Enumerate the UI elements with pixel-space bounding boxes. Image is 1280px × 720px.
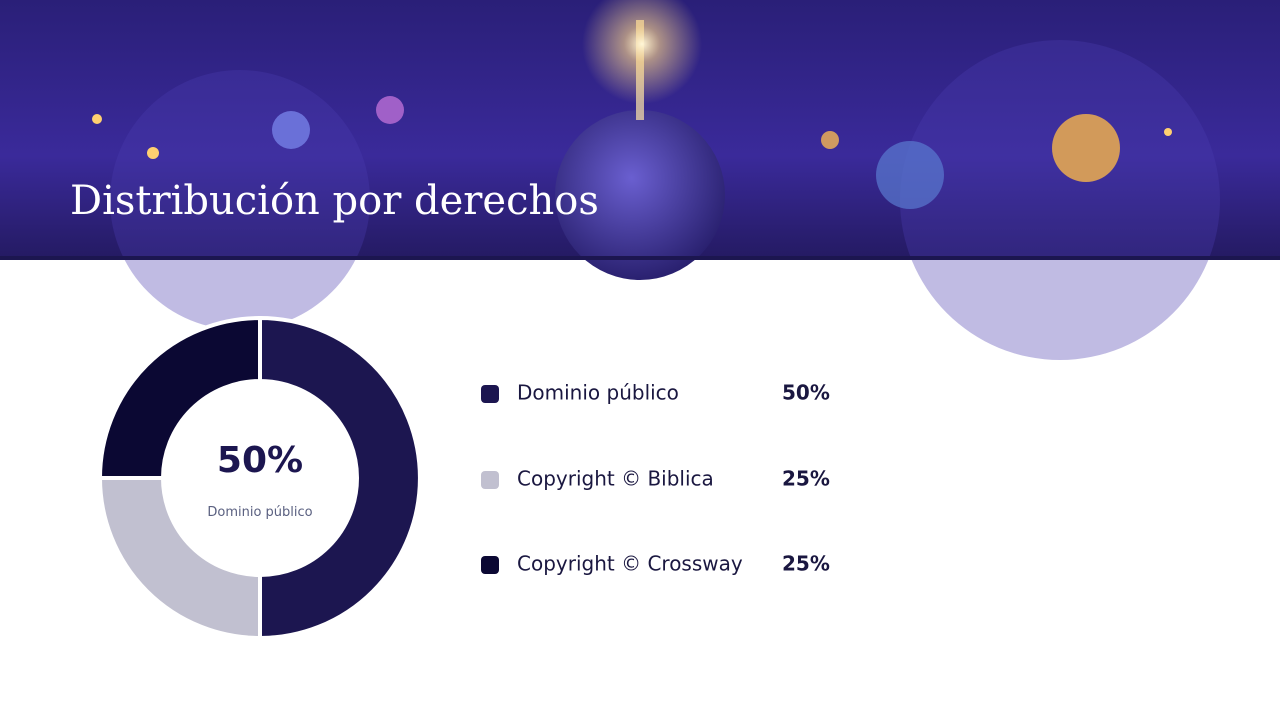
legend-swatch: [481, 556, 499, 574]
center-value: 50%: [217, 440, 303, 481]
center-label: Dominio público: [207, 505, 312, 520]
legend-swatch: [481, 471, 499, 489]
header-banner: Distribución por derechos: [0, 0, 1280, 360]
legend-label: Dominio público: [517, 381, 679, 405]
donut-slice: [97, 315, 262, 480]
donut-slice: [258, 315, 422, 641]
chart-title: Distribución por derechos: [70, 178, 599, 224]
legend-label: Copyright © Crossway: [517, 552, 743, 576]
legend-value: 50%: [782, 381, 830, 405]
legend-value: 25%: [782, 552, 830, 576]
donut-chart: 50% Dominio público Dominio público 50% Copy…: [97, 315, 830, 641]
legend-label: Copyright © Biblica: [517, 467, 714, 491]
legend-value: 25%: [782, 467, 830, 491]
donut-slice: [97, 476, 262, 641]
legend-swatch: [481, 385, 499, 403]
